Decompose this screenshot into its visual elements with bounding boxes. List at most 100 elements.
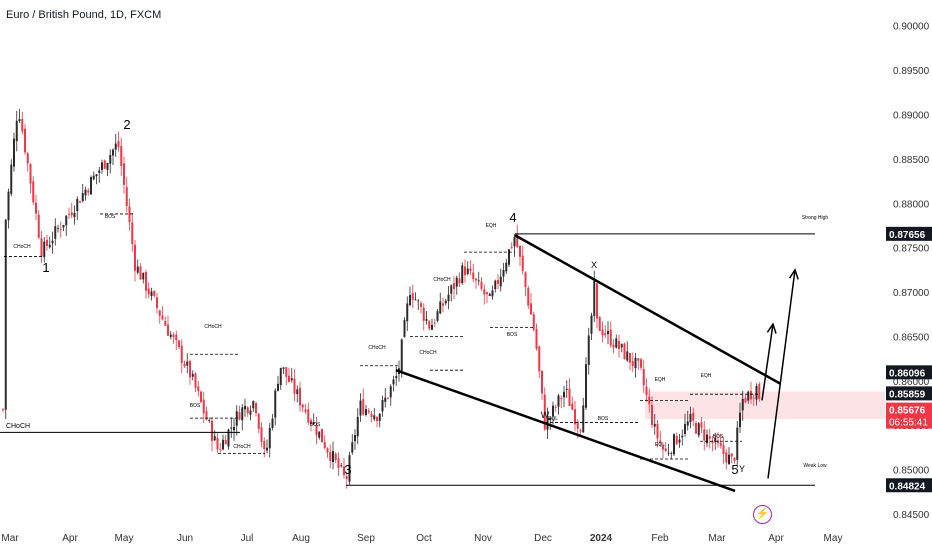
candle-body [57, 228, 59, 230]
wave-label: 3 [344, 462, 351, 477]
candle-body [164, 320, 167, 326]
x-tick-label: Jun [177, 533, 193, 544]
candle-body [318, 431, 321, 438]
candle-body [554, 407, 557, 408]
candle-body [362, 399, 365, 415]
candle-body [433, 322, 436, 324]
candle-body [499, 276, 502, 287]
candle-body [26, 153, 29, 164]
candle-body [249, 410, 252, 415]
candle-body [563, 391, 565, 398]
candle-body [274, 390, 277, 418]
y-tick-label: 0.90000 [893, 22, 930, 33]
premium-zone [645, 391, 885, 420]
y-tick-label: 0.87500 [893, 244, 930, 255]
candle-body [299, 387, 301, 406]
candle-body [673, 434, 675, 455]
candle-body [233, 427, 235, 431]
structure-label: BOS [105, 214, 116, 220]
candle-body [307, 409, 310, 423]
candle-body [290, 378, 293, 381]
candle-body [37, 214, 40, 238]
x-tick-label: Sep [357, 533, 375, 544]
candle-body [125, 187, 128, 207]
candle-body [175, 334, 178, 341]
candle-body [219, 449, 222, 451]
candle-body [576, 421, 579, 429]
price-label-text: 0.86096 [889, 368, 926, 379]
candle-body [323, 441, 326, 449]
candle-body [601, 329, 604, 336]
candle-body [486, 292, 488, 295]
candle-body [62, 224, 65, 228]
candle-body [532, 314, 535, 330]
candle-body [708, 436, 711, 439]
candle-body [450, 285, 453, 294]
candle-body [717, 440, 719, 444]
candle-body [590, 315, 593, 334]
candle-body [345, 476, 348, 479]
candle-body [458, 278, 461, 284]
candle-body [568, 388, 571, 407]
candle-body [378, 413, 381, 421]
candle-body [593, 280, 596, 316]
structure-label: CHoCH [233, 444, 251, 450]
y-tick-label: 0.89000 [893, 111, 930, 122]
structure-label: CHoCH [13, 244, 31, 250]
candle-body [752, 397, 755, 399]
wave-label: W [541, 410, 550, 420]
x-tick-label: Oct [416, 533, 432, 544]
candle-body [252, 401, 255, 409]
wave-label: 1 [42, 260, 49, 275]
candle-body [29, 164, 32, 184]
candle-body [304, 409, 307, 412]
candle-body [354, 435, 356, 442]
candle-body [112, 149, 114, 156]
candle-body [662, 445, 664, 450]
candle-body [10, 164, 13, 194]
candle-body [582, 405, 585, 433]
candle-body [612, 344, 615, 348]
candle-body [301, 404, 304, 408]
candle-body [664, 448, 667, 452]
candle-body [202, 399, 205, 414]
price-label-box [886, 365, 932, 380]
candle-body [552, 405, 554, 416]
x-tick-label: Mar [708, 533, 726, 544]
price-label-box [886, 386, 932, 401]
candle-body [356, 416, 359, 437]
price-label-text: 0.85676 [889, 406, 926, 417]
candle-body [101, 162, 103, 170]
lightning-bolt-icon[interactable]: ⚡ [753, 505, 772, 524]
price-label-box [886, 402, 932, 429]
candle-body [241, 407, 244, 421]
candle-body [697, 423, 700, 436]
candle-body [134, 244, 136, 271]
candle-body [153, 291, 156, 296]
candle-body [106, 163, 109, 170]
candle-body [420, 303, 422, 307]
y-tick-label: 0.89500 [893, 66, 930, 77]
candle-body [260, 427, 263, 443]
candle-body [238, 412, 241, 420]
candle-body [136, 266, 139, 273]
x-tick-label: Apr [62, 533, 78, 544]
candle-body [667, 452, 670, 454]
candle-body [502, 270, 505, 277]
candle-body [579, 430, 582, 432]
candle-body [640, 359, 642, 368]
candle-body [54, 226, 57, 239]
candle-body [741, 398, 744, 411]
candle-body [618, 341, 620, 349]
x-tick-label: 2024 [590, 533, 613, 544]
candle-body [607, 330, 609, 335]
candle-body [279, 367, 282, 386]
candle-body [739, 412, 741, 428]
candle-body [472, 272, 475, 280]
candle-body [92, 175, 95, 180]
candle-body [224, 439, 227, 445]
candle-body [400, 339, 403, 371]
candle-body [656, 423, 659, 439]
candle-body [571, 403, 574, 410]
